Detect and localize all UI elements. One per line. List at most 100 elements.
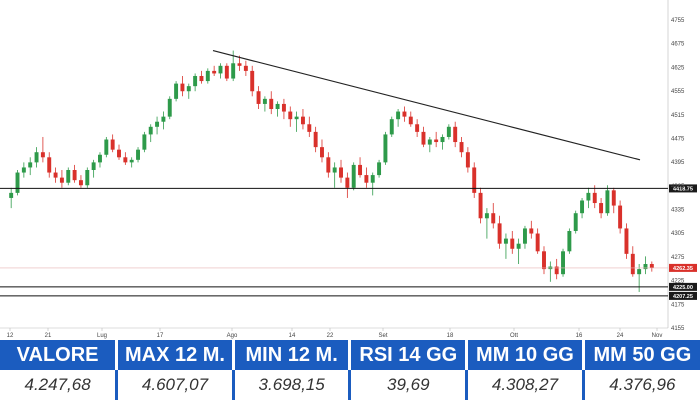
candle-body <box>377 162 382 176</box>
candle-body <box>529 228 534 234</box>
candle-body <box>243 65 248 71</box>
header-mm-50gg: MM 50 GG <box>583 340 700 370</box>
candle-body <box>129 159 134 163</box>
candle-body <box>554 266 559 275</box>
candle-body <box>91 162 96 170</box>
candle-body <box>47 157 52 173</box>
candle-body <box>516 243 521 249</box>
candle-body <box>351 164 356 188</box>
x-tick-label: 24 <box>617 333 624 339</box>
candle-body <box>180 83 185 92</box>
trendline <box>212 49 641 161</box>
candle-body <box>586 192 591 201</box>
candle-body <box>510 238 515 249</box>
candle-body <box>53 172 58 178</box>
candle-body <box>288 111 293 120</box>
candle-body <box>15 172 20 193</box>
candle-body <box>142 134 147 150</box>
y-tick-label: 4275 <box>671 255 685 261</box>
header-mm-10gg: MM 10 GG <box>466 340 585 370</box>
candle-body <box>231 63 236 79</box>
candle-body <box>630 253 635 275</box>
candle-body <box>250 70 255 92</box>
candle-body <box>459 142 464 153</box>
value-valore: 4.247,68 <box>0 370 119 400</box>
y-tick-label: 4625 <box>671 65 685 71</box>
candle-body <box>370 175 375 183</box>
price-level-lines: 4418.75 4262.35 4225.00 4207.25 <box>0 184 697 300</box>
stats-panel: VALORE MAX 12 M. MIN 12 M. RSI 14 GG MM … <box>0 340 700 400</box>
candle-body <box>649 264 654 268</box>
candle-body <box>28 162 33 168</box>
x-tick-label: 22 <box>327 333 334 339</box>
x-tick-label: Nov <box>652 333 663 339</box>
y-tick-label: 4365 <box>671 184 685 190</box>
candle-body <box>167 98 172 117</box>
candle-body <box>421 131 426 145</box>
x-axis: 12 21 Lug 17 Ago 14 22 Set 18 Ott 16 24 Nov <box>7 328 663 339</box>
x-tick-label: Ott <box>510 333 518 339</box>
candle-body <box>78 180 83 186</box>
y-tick-label: 4755 <box>671 18 685 24</box>
stats-header-row: VALORE MAX 12 M. MIN 12 M. RSI 14 GG MM … <box>0 340 700 370</box>
level-label: 4207.25 <box>673 294 693 300</box>
candle-body <box>256 91 261 104</box>
y-tick-label: 4305 <box>671 231 685 237</box>
y-tick-label: 4395 <box>671 160 685 166</box>
candle-body <box>123 157 128 163</box>
level-label-bg <box>669 282 697 291</box>
candle-body <box>72 170 77 181</box>
level-label-bg <box>669 291 697 300</box>
x-tick-label: 16 <box>576 333 583 339</box>
x-tick-label: 17 <box>157 333 164 339</box>
price-chart: 4418.75 4262.35 4225.00 4207.25 4755 4675 462… <box>0 0 697 339</box>
candle-body <box>535 233 540 252</box>
candle-body <box>643 264 648 270</box>
candlestick-series <box>9 50 654 292</box>
candle-body <box>389 119 394 135</box>
candle-body <box>205 70 210 82</box>
candle-body <box>440 136 445 143</box>
candle-body <box>174 83 179 99</box>
y-tick-label: 4475 <box>671 136 685 142</box>
candle-body <box>224 65 229 79</box>
candle-body <box>446 126 451 137</box>
candle-body <box>21 167 26 173</box>
x-tick-label: 14 <box>289 333 296 339</box>
candle-body <box>320 147 324 158</box>
candle-body <box>345 177 350 188</box>
candle-body <box>358 164 363 176</box>
y-axis: 4755 4675 4625 4555 4515 4475 4395 4365 4335 4305… <box>671 18 685 332</box>
candle-body <box>155 121 160 127</box>
candle-body <box>383 134 388 163</box>
candle-body <box>117 149 121 158</box>
candle-body <box>592 192 597 204</box>
candle-body <box>307 124 312 132</box>
candle-body <box>332 167 337 173</box>
y-tick-label: 4335 <box>671 208 685 214</box>
stats-value-row: 4.247,68 4.607,07 3.698,15 39,69 4.308,2… <box>0 370 700 400</box>
candle-body <box>294 116 299 120</box>
candle-body <box>218 65 223 74</box>
level-label: 4225.00 <box>673 285 693 291</box>
candle-body <box>605 190 610 214</box>
candle-body <box>40 152 45 158</box>
level-label: 4262.35 <box>673 266 693 272</box>
candle-body <box>269 98 274 110</box>
candle-body <box>237 63 242 66</box>
candle-body <box>339 167 343 178</box>
value-mm-10gg: 4.308,27 <box>466 370 585 400</box>
candle-body <box>618 205 623 229</box>
candle-body <box>472 167 477 193</box>
candle-body <box>415 124 420 132</box>
y-tick-label: 4225 <box>671 279 685 285</box>
header-rsi-14gg: RSI 14 GG <box>349 340 469 370</box>
candle-body <box>85 170 90 186</box>
candle-body <box>281 103 286 112</box>
value-rsi-14gg: 39,69 <box>349 370 469 400</box>
candle-body <box>110 139 115 150</box>
value-max-12m: 4.607,07 <box>116 370 235 400</box>
candle-body <box>364 175 369 183</box>
candle-body <box>193 75 198 87</box>
candle-body <box>396 111 401 120</box>
